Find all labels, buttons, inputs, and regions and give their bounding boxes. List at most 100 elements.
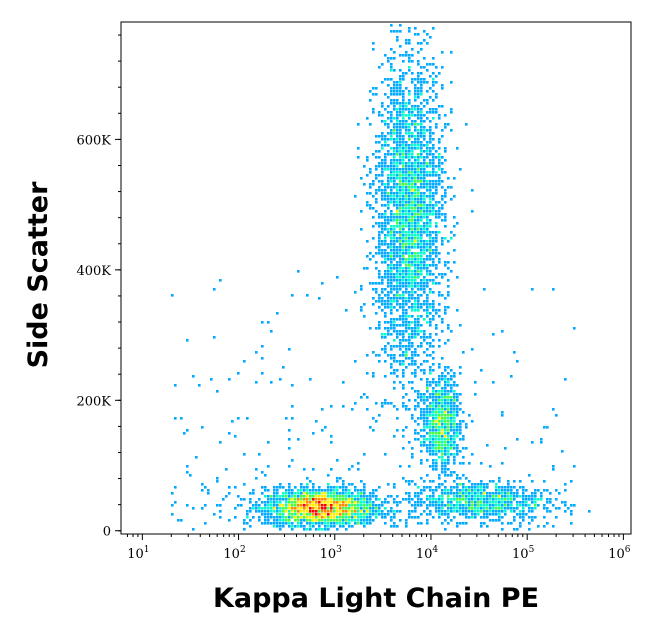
data-point — [438, 504, 441, 507]
data-point — [450, 408, 453, 411]
data-point — [432, 318, 435, 321]
data-point — [450, 441, 453, 444]
data-point — [414, 297, 417, 300]
data-point — [486, 507, 489, 510]
data-point — [573, 465, 576, 468]
data-point — [399, 234, 402, 237]
data-point — [390, 249, 393, 252]
data-point — [432, 390, 435, 393]
data-point — [267, 465, 270, 468]
data-point — [390, 93, 393, 96]
data-point — [279, 513, 282, 516]
data-point — [264, 474, 267, 477]
data-point — [420, 192, 423, 195]
data-point — [438, 180, 441, 183]
data-point — [417, 195, 420, 198]
data-point — [399, 129, 402, 132]
data-point — [216, 477, 219, 480]
data-point — [399, 162, 402, 165]
data-point — [390, 165, 393, 168]
data-point — [408, 129, 411, 132]
y-tick-label: 0 — [103, 525, 111, 540]
data-point — [393, 141, 396, 144]
data-point — [399, 186, 402, 189]
data-point — [267, 441, 270, 444]
data-point — [438, 501, 441, 504]
data-point — [393, 87, 396, 90]
data-point — [228, 378, 231, 381]
data-point — [432, 465, 435, 468]
data-point — [405, 519, 408, 522]
data-point — [384, 336, 387, 339]
data-point — [384, 138, 387, 141]
data-point — [426, 315, 429, 318]
data-point — [438, 177, 441, 180]
data-point — [474, 504, 477, 507]
data-point — [378, 249, 381, 252]
data-point — [297, 522, 300, 525]
data-point — [414, 27, 417, 30]
data-point — [447, 252, 450, 255]
data-point — [513, 519, 516, 522]
data-point — [342, 519, 345, 522]
data-point — [318, 492, 321, 495]
data-point — [423, 78, 426, 81]
data-point — [333, 525, 336, 528]
data-point — [399, 159, 402, 162]
data-point — [327, 507, 330, 510]
data-point — [402, 72, 405, 75]
data-point — [372, 237, 375, 240]
data-point — [432, 78, 435, 81]
data-point — [378, 174, 381, 177]
data-point — [402, 111, 405, 114]
data-point — [447, 384, 450, 387]
data-point — [435, 309, 438, 312]
data-point — [435, 489, 438, 492]
data-point — [219, 504, 222, 507]
data-point — [417, 60, 420, 63]
data-point — [321, 510, 324, 513]
data-point — [501, 489, 504, 492]
data-point — [411, 210, 414, 213]
data-point — [564, 489, 567, 492]
data-point — [303, 513, 306, 516]
data-point — [387, 270, 390, 273]
data-point — [360, 498, 363, 501]
data-point — [492, 519, 495, 522]
data-point — [294, 516, 297, 519]
data-point — [420, 399, 423, 402]
data-point — [375, 174, 378, 177]
data-point — [402, 363, 405, 366]
data-point — [423, 204, 426, 207]
data-point — [306, 477, 309, 480]
data-point — [438, 423, 441, 426]
data-point — [513, 528, 516, 531]
data-point — [429, 96, 432, 99]
data-point — [387, 300, 390, 303]
data-point — [483, 507, 486, 510]
data-point — [414, 234, 417, 237]
data-point — [432, 291, 435, 294]
data-point — [363, 393, 366, 396]
data-point — [441, 243, 444, 246]
data-point — [414, 504, 417, 507]
data-point — [444, 423, 447, 426]
data-point — [330, 486, 333, 489]
data-point — [354, 522, 357, 525]
data-point — [429, 150, 432, 153]
data-point — [405, 39, 408, 42]
data-point — [432, 81, 435, 84]
data-point — [390, 147, 393, 150]
data-point — [444, 513, 447, 516]
data-point — [303, 468, 306, 471]
data-point — [429, 213, 432, 216]
data-point — [423, 372, 426, 375]
data-point — [393, 294, 396, 297]
data-point — [540, 492, 543, 495]
data-point — [492, 498, 495, 501]
data-point — [444, 492, 447, 495]
data-point — [396, 189, 399, 192]
data-point — [426, 210, 429, 213]
data-point — [174, 384, 177, 387]
data-point — [378, 66, 381, 69]
